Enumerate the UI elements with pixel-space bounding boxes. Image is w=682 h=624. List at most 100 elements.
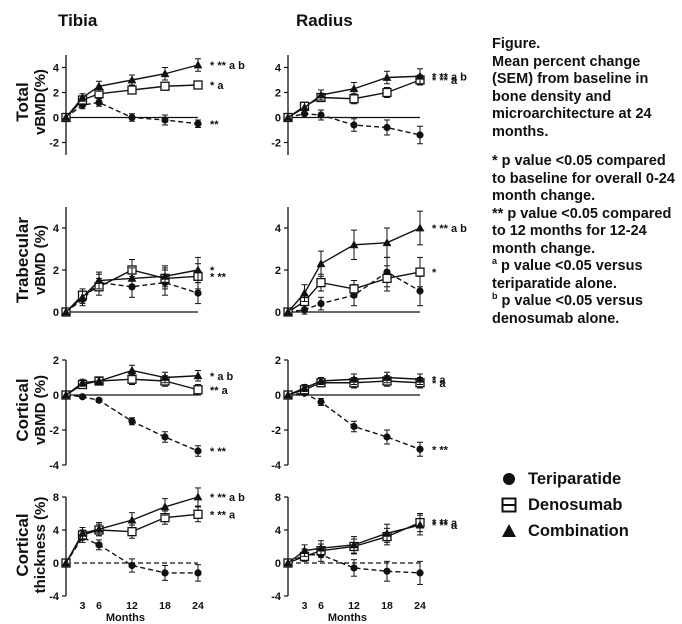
panel-3-1-teriparatide-line	[287, 554, 421, 574]
panel-1-1-combination-point	[415, 223, 425, 232]
panel-1-0-combination-point	[127, 273, 137, 282]
row-label-cortical-vbmd: Cortical vBMD (%)	[13, 375, 49, 445]
panel-3-0-y-tick-label: -4	[49, 591, 60, 603]
panel-1-1-teriparatide-line	[287, 271, 421, 313]
panel-0-0-teriparatide-annotation: **	[210, 119, 219, 131]
panel-1-1-combination-point	[382, 238, 392, 247]
panel-3-0-combination-point	[94, 524, 104, 533]
panel-2-0-combination-point	[78, 378, 87, 387]
panel-3-1-y-tick-label: -4	[271, 591, 282, 603]
panel-1-0-y-tick-label: 4	[53, 223, 60, 235]
panel-1-1-combination-point	[283, 307, 293, 316]
legend-item-teriparatide: Teriparatide	[498, 466, 629, 492]
panel-2-0-combination-point	[94, 376, 104, 385]
panel-0-1-teriparatide-point	[300, 110, 309, 118]
panel-3-0-y-tick-label: 8	[53, 492, 59, 504]
panel-1-0-combination-point	[193, 265, 203, 274]
legend-label-teriparatide: Teriparatide	[528, 469, 622, 488]
panel-3-0-x-tick-label: 24	[192, 600, 204, 612]
panel-3-1-y-tick-label: 0	[275, 558, 281, 570]
panel-0-1-combination-point	[283, 112, 293, 121]
panel-2-1-combination-annotation: * a	[432, 374, 446, 386]
panel-2-1-teriparatide-annotation: * **	[432, 444, 449, 456]
panel-3-0-combination-annotation: * ** a b	[210, 492, 245, 504]
panel-3-1-teriparatide-point	[383, 567, 391, 575]
legend-item-denosumab: Denosumab	[498, 492, 629, 518]
panel-3-0-x-tick-label: 3	[80, 600, 86, 612]
panel-1-1-y-tick-label: 0	[275, 307, 281, 319]
panel-3-1-combination-point	[283, 558, 293, 567]
panel-0-1-denosumab-point	[349, 94, 359, 104]
panel-0-1-y-tick-label: 0	[275, 113, 281, 125]
panel-2-0-combination-annotation: * a b	[210, 371, 234, 383]
panel-0-1-teriparatide-point	[383, 123, 391, 132]
panel-0-1: -2 0 2 4 * ** a* ** a b	[271, 55, 467, 155]
panel-1-0-combination-annotation: *	[210, 265, 215, 277]
panel-3-0-denosumab-point	[127, 527, 137, 537]
panel-1-1: 0 2 4 * * ** a b	[275, 207, 467, 319]
panel-2-1-combination-point	[316, 376, 326, 385]
panel-3-0-combination-point	[160, 502, 170, 511]
panel-0-0-combination-point	[61, 112, 71, 121]
circle-marker-icon	[503, 473, 515, 485]
row-label-cortical-line1: Cortical	[13, 378, 32, 441]
panel-0-0-combination-point	[127, 75, 137, 84]
panel-3-1-denosumab-annotation: * ** a	[432, 518, 458, 530]
panel-3-1-x-tick-label: 24	[414, 600, 426, 612]
panel-0-1-y-tick-label: 4	[275, 63, 282, 75]
panel-0-1-denosumab-annotation: * ** a	[432, 75, 458, 87]
panel-0-0-combination-point	[78, 92, 87, 101]
panel-3-1-combination-point	[349, 540, 359, 549]
panel-0-1-y-tick-label: 2	[275, 88, 281, 100]
panel-2-0: -4 -2 0 2 * ** ** a * a b	[49, 355, 233, 472]
panel-3-1-combination-point	[316, 543, 326, 552]
panel-2-1-combination-point	[382, 372, 392, 381]
panel-0-0: -2 0 2 4 ** * a * ** a b	[49, 55, 245, 155]
panel-3-1-x-tick-label: 12	[348, 600, 360, 612]
panel-3-1-teriparatide-point	[350, 564, 358, 572]
panel-2-0-teriparatide-point	[194, 447, 202, 455]
panel-0-1-teriparatide-point	[350, 121, 358, 129]
panel-2-1-teriparatide-point	[317, 398, 325, 406]
panel-2-1-combination-point	[415, 374, 425, 383]
panel-2-0-y-tick-label: 2	[53, 355, 59, 367]
panel-1-1-teriparatide-point	[416, 287, 424, 295]
panel-3-1-x-tick-label: 18	[381, 600, 393, 612]
panel-3-0-combination-line	[65, 496, 199, 564]
panel-3-1-x-tick-label: 6	[318, 600, 324, 612]
row-label-cortical-thickness: Cortical thickness (%)	[13, 497, 49, 594]
legend-label-combination: Combination	[528, 521, 629, 540]
panel-2-1-teriparatide-point	[350, 422, 358, 431]
panel-2-0-teriparatide-point	[95, 396, 103, 404]
panel-3-0-teriparatide-line	[65, 536, 198, 574]
column-title-radius: Radius	[296, 11, 353, 30]
panel-0-0-combination-point	[193, 60, 203, 69]
panel-3-0-x-tick-label: 12	[126, 600, 138, 612]
panel-0-0-combination-annotation: * ** a b	[210, 60, 245, 72]
row-label-thickness-line1: Cortical	[13, 513, 32, 576]
panel-3-0-combination-point	[193, 492, 203, 501]
panel-2-0-teriparatide-line	[65, 394, 199, 452]
panel-3-1-x-tick-label: 3	[302, 600, 308, 612]
panel-3-0-combination-point	[78, 528, 87, 537]
row-label-total: Total vBMD(%)	[13, 69, 49, 135]
figure-caption: Figure. Mean percent change (SEM) from b…	[492, 36, 680, 328]
caption-note-a-text: p value <0.05 versus teriparatide alone.	[492, 258, 643, 292]
panel-0-0-denosumab-point	[160, 81, 170, 91]
panel-0-1-combination-point	[316, 90, 326, 99]
panel-3-1-y-tick-label: 8	[275, 492, 281, 504]
panel-2-0-combination-point	[61, 390, 71, 399]
panel-1-1-denosumab-annotation: *	[432, 267, 437, 279]
panel-1-1-combination-point	[316, 259, 326, 268]
panel-1-0-combination-point	[61, 307, 71, 316]
panel-1-1-combination-point	[300, 288, 309, 297]
panel-2-0-combination-point	[127, 365, 137, 374]
panel-0-0-teriparatide-point	[128, 113, 136, 122]
panel-0-1-combination-point	[382, 72, 392, 81]
panel-3-1-combination-point	[300, 546, 309, 555]
panel-1-0-combination-point	[160, 271, 170, 280]
panel-3-0-teriparatide-point	[95, 541, 103, 549]
panel-1-1-y-tick-label: 4	[275, 223, 282, 235]
caption-note-a: a p value <0.05 versus teriparatide alon…	[492, 257, 680, 293]
